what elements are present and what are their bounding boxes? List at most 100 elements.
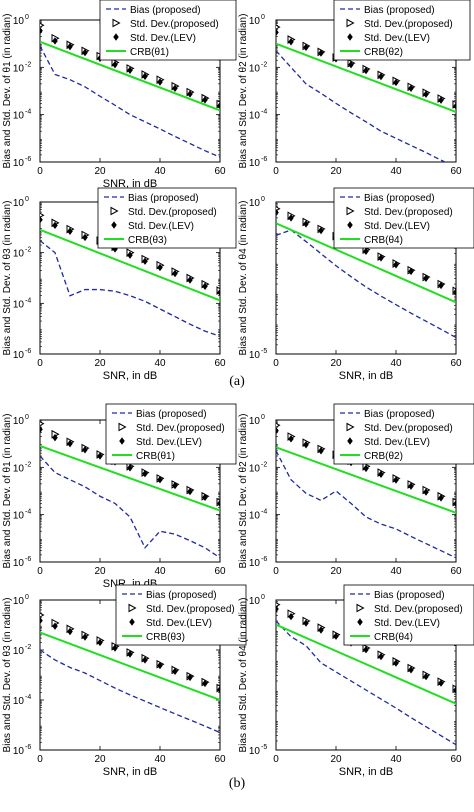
legend-entry: Bias (proposed) [136,409,207,420]
y-tick-exponent: -4 [25,297,31,304]
y-tick-label: 10 [13,350,25,361]
x-tick-label: 0 [37,566,43,577]
x-tick-label: 20 [94,566,106,577]
legend-entry: CRB(θ2) [364,47,403,58]
std-lev-marker [127,251,133,259]
y-tick-exponent: -6 [261,156,267,163]
std-lev-marker [82,48,88,57]
legend-entry: Bias (proposed) [364,5,435,16]
std-lev-marker [393,476,399,484]
bias-line [276,229,456,339]
crb-line [40,445,220,512]
legend-entry: Std. Dev.(proposed) [130,19,219,30]
y-tick-label: 10 [13,596,25,607]
y-axis-label: Bias and Std. Dev. of θ1 (in radian) [2,414,13,569]
y-tick-label: 10 [249,198,261,209]
legend-std-lev-swatch [111,221,117,229]
y-tick-label: 10 [249,16,261,27]
std-lev-marker [378,652,384,661]
y-tick-label: 10 [13,696,25,707]
series-group [40,612,220,734]
y-tick-exponent: 0 [261,594,265,601]
std-lev-marker [172,667,178,676]
std-lev-marker [67,627,73,636]
y-tick-exponent: -6 [25,556,31,563]
std-lev-marker [303,441,309,449]
y-tick-label: 10 [13,158,25,169]
bias-line [40,45,220,158]
legend: Bias (proposed) Std. Dev.(proposed) Std. D… [333,403,474,465]
legend-std-lev-swatch [119,437,125,445]
y-tick-label: 10 [13,558,25,569]
x-axis-label: SNR, in dB [339,370,393,382]
std-lev-marker [303,220,309,228]
std-lev-marker [142,72,148,80]
std-lev-marker [67,227,73,235]
y-tick-exponent: -2 [261,61,267,68]
y-axis-label: Bias and Std. Dev. of θ4 (in radian) [238,201,249,356]
bias-line [276,450,456,559]
std-lev-marker [202,493,208,502]
series-group [276,602,456,746]
x-tick-label: 40 [390,166,402,177]
std-lev-marker [157,263,163,272]
y-tick-exponent: -4 [25,509,31,516]
std-lev-marker [408,84,414,93]
x-tick-label: 0 [37,358,43,369]
x-tick-label: 60 [214,358,226,369]
std-lev-marker [172,269,178,278]
legend-entry: Std. Dev.(LEV) [128,221,194,232]
std-proposed-marker [40,612,45,618]
std-lev-marker [52,433,58,442]
std-lev-marker [438,96,444,104]
legend-std-lev-swatch [347,221,353,229]
std-lev-marker [378,254,384,262]
series-group [40,421,220,559]
std-lev-marker [288,214,294,222]
std-lev-marker [82,446,88,454]
std-lev-marker [217,288,220,297]
std-lev-marker [393,261,399,269]
legend-std-proposed-swatch [112,18,121,28]
y-tick-exponent: -2 [261,461,267,468]
std-lev-marker [303,43,309,52]
x-tick-label: 60 [214,166,226,177]
y-axis-label: Bias and Std. Dev. of θ2 (in radian) [238,414,249,569]
legend: Bias (proposed) Std. Dev.(proposed) Std. D… [99,0,237,61]
y-tick-label: 10 [13,646,25,657]
y-tick-exponent: -4 [25,109,31,116]
std-lev-marker [453,102,456,110]
y-tick-label: 10 [13,746,25,757]
y-tick-label: 10 [13,463,25,474]
y-tick-exponent: 0 [25,594,29,601]
y-tick-exponent: 0 [25,196,29,203]
std-lev-marker [187,276,193,284]
x-tick-label: 20 [330,754,342,765]
x-tick-label: 60 [450,754,462,765]
x-tick-label: 0 [273,166,279,177]
y-tick-exponent: 0 [261,414,265,421]
x-tick-label: 40 [154,166,166,177]
std-lev-marker [438,494,444,502]
std-lev-marker [303,619,309,627]
std-lev-marker [408,267,414,276]
std-lev-marker [453,500,456,508]
std-lev-marker [276,427,279,435]
std-lev-marker [318,49,324,57]
std-lev-marker [217,685,220,694]
x-tick-label: 40 [390,566,402,577]
std-lev-marker [288,38,294,46]
std-lev-marker [157,661,163,670]
std-lev-marker [97,638,103,647]
std-lev-marker [127,650,133,658]
caption-a: (a) [229,374,245,389]
std-lev-marker [187,673,193,682]
legend-entry: Std. Dev.(proposed) [364,423,453,434]
legend-entry: Std. Dev.(LEV) [364,221,430,232]
legend-entry: Std. Dev.(proposed) [136,423,225,434]
std-lev-marker [40,216,43,224]
